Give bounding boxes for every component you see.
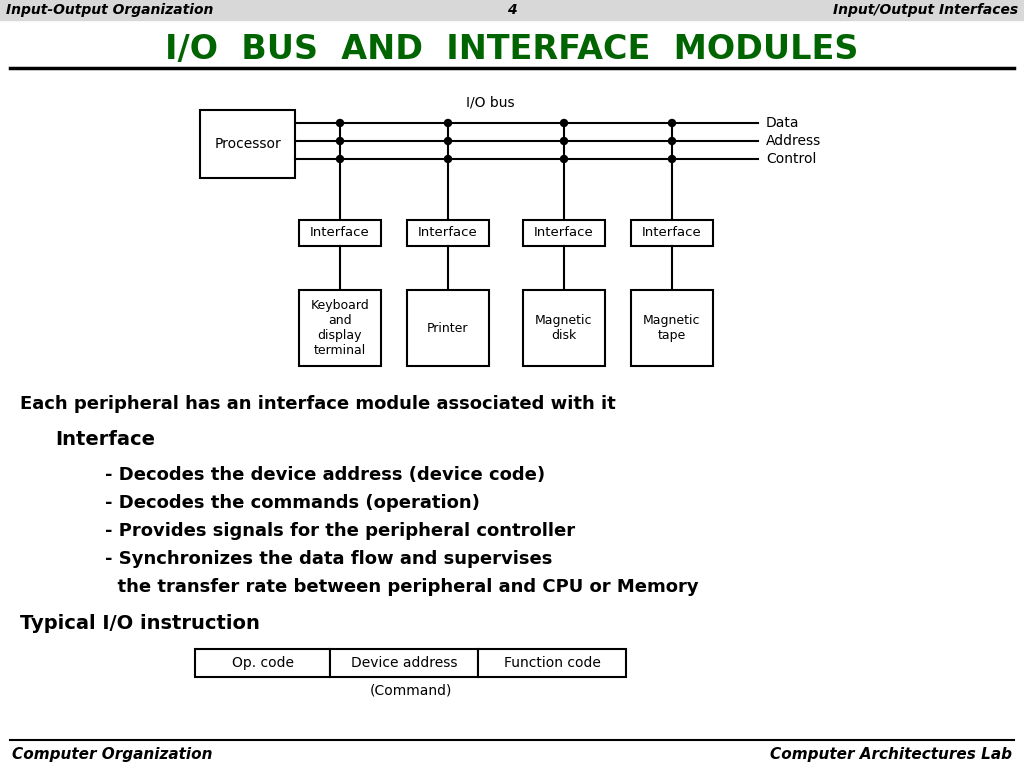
Text: the transfer rate between peripheral and CPU or Memory: the transfer rate between peripheral and… [105, 578, 698, 596]
Circle shape [444, 137, 452, 144]
Text: (Command): (Command) [370, 684, 452, 698]
Bar [407, 290, 489, 366]
Circle shape [444, 155, 452, 163]
Text: Magnetic
tape: Magnetic tape [643, 314, 700, 342]
Bar [0, 0, 1024, 20]
Text: Typical I/O instruction: Typical I/O instruction [20, 614, 260, 633]
Circle shape [669, 137, 676, 144]
Text: Interface: Interface [55, 430, 155, 449]
Text: - Synchronizes the data flow and supervises: - Synchronizes the data flow and supervi… [105, 550, 552, 568]
Text: Address: Address [766, 134, 821, 148]
Bar [631, 220, 713, 246]
Circle shape [337, 155, 343, 163]
Text: Each peripheral has an interface module associated with it: Each peripheral has an interface module … [20, 395, 615, 413]
Text: Input/Output Interfaces: Input/Output Interfaces [833, 3, 1018, 17]
Text: Processor: Processor [214, 137, 281, 151]
Circle shape [560, 120, 567, 127]
Text: Function code: Function code [504, 656, 600, 670]
Bar [631, 290, 713, 366]
Bar [195, 649, 330, 677]
Text: Device address: Device address [351, 656, 458, 670]
Bar [299, 220, 381, 246]
Text: I/O bus: I/O bus [466, 96, 514, 110]
Bar [200, 110, 295, 178]
Text: 4: 4 [507, 3, 517, 17]
Text: Input-Output Organization: Input-Output Organization [6, 3, 213, 17]
Text: Interface: Interface [642, 227, 701, 240]
Text: Printer: Printer [427, 322, 469, 335]
Bar [299, 290, 381, 366]
Bar [407, 220, 489, 246]
Circle shape [560, 155, 567, 163]
Text: Magnetic
disk: Magnetic disk [536, 314, 593, 342]
Text: - Decodes the commands (operation): - Decodes the commands (operation) [105, 494, 480, 512]
Text: I/O  BUS  AND  INTERFACE  MODULES: I/O BUS AND INTERFACE MODULES [165, 34, 859, 67]
Text: Interface: Interface [310, 227, 370, 240]
Bar [478, 649, 626, 677]
Text: - Decodes the device address (device code): - Decodes the device address (device cod… [105, 466, 545, 484]
Circle shape [669, 120, 676, 127]
Circle shape [337, 120, 343, 127]
Text: Computer Organization: Computer Organization [12, 746, 213, 762]
Circle shape [560, 137, 567, 144]
Text: - Provides signals for the peripheral controller: - Provides signals for the peripheral co… [105, 522, 575, 540]
Circle shape [669, 155, 676, 163]
Bar [523, 290, 605, 366]
Text: Interface: Interface [418, 227, 478, 240]
Bar [523, 220, 605, 246]
Text: Control: Control [766, 152, 816, 166]
Circle shape [337, 137, 343, 144]
Text: Computer Architectures Lab: Computer Architectures Lab [770, 746, 1012, 762]
Text: Op. code: Op. code [231, 656, 294, 670]
Text: Interface: Interface [535, 227, 594, 240]
Bar [330, 649, 478, 677]
Text: Data: Data [766, 116, 800, 130]
Circle shape [444, 120, 452, 127]
Text: Keyboard
and
display
terminal: Keyboard and display terminal [310, 299, 370, 357]
